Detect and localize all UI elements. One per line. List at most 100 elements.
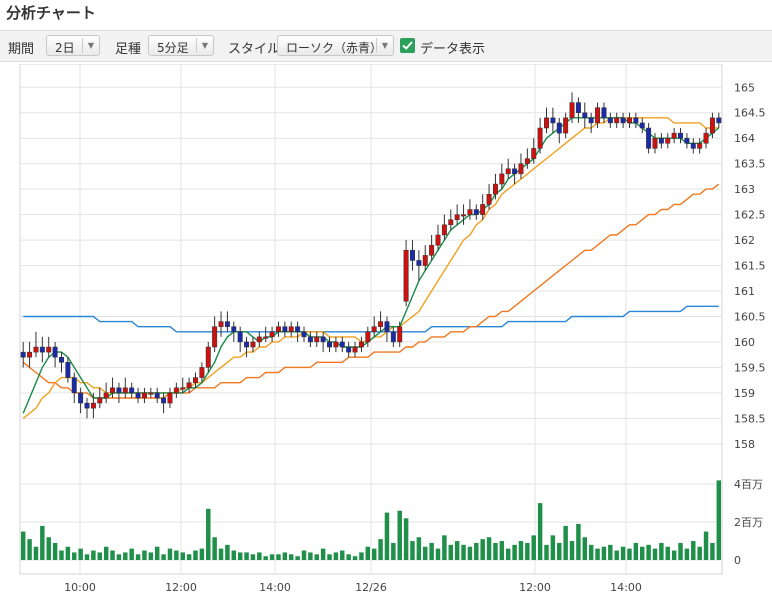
volume-bar <box>142 550 147 560</box>
candle-body <box>307 336 313 343</box>
y-tick-label: 163 <box>734 183 755 196</box>
candle-body <box>346 346 352 353</box>
y-tick-label: 165 <box>734 81 755 94</box>
chevron-down-icon: ▼ <box>376 38 393 53</box>
volume-bar <box>263 556 268 560</box>
volume-bar <box>518 541 524 560</box>
show-data-label[interactable]: データ表示 <box>420 42 486 57</box>
candle-body <box>703 132 709 144</box>
candle-body <box>333 341 339 348</box>
candle-body <box>461 214 467 217</box>
interval-label: 足種 <box>115 42 142 57</box>
period-select[interactable]: 2日 ▼ <box>46 35 100 56</box>
candle-body <box>512 168 518 175</box>
volume-bar <box>250 554 256 560</box>
x-tick-label: 12:00 <box>519 581 551 594</box>
candle-body <box>320 336 326 343</box>
y-tick-label: 164 <box>734 132 755 145</box>
candle-body <box>633 117 639 124</box>
volume-bar <box>269 554 275 560</box>
volume-bar <box>595 548 600 560</box>
y-tick-label: 161 <box>734 285 755 298</box>
volume-bar <box>288 554 294 560</box>
candle-body <box>218 321 224 327</box>
candle-body <box>563 117 569 134</box>
candle-body <box>518 163 524 175</box>
volume-bar <box>639 546 645 560</box>
candle-body <box>27 351 33 358</box>
candle-body <box>441 224 447 236</box>
volume-bar <box>91 550 96 560</box>
candle-body <box>384 321 390 333</box>
candle-body <box>224 321 230 327</box>
volume-bar <box>576 523 581 560</box>
volume-tick-label: 2百万 <box>734 516 763 529</box>
candle-body <box>327 341 333 348</box>
volume-bar <box>244 552 249 560</box>
candle-body <box>684 137 690 144</box>
candle-body <box>314 336 320 343</box>
candle-body <box>129 387 135 394</box>
volume-bar <box>225 544 230 560</box>
candle-body <box>275 326 281 333</box>
volume-bar <box>416 537 422 560</box>
volume-bar <box>308 552 313 560</box>
time-axis: 10:00 12:00 14:00 12/26 12:00 14:00 <box>64 581 642 594</box>
candle-body <box>671 132 677 139</box>
candle-body <box>301 331 307 338</box>
y-tick-label: 160 <box>734 336 755 349</box>
x-tick-label: 14:00 <box>610 581 642 594</box>
candle-body <box>480 204 486 215</box>
candle-body <box>371 326 377 333</box>
candle-body <box>435 234 441 246</box>
volume-bar <box>429 542 434 560</box>
volume-bar <box>563 525 568 560</box>
volume-bar <box>231 550 237 560</box>
volume-bar <box>33 546 39 560</box>
volume-bar <box>116 554 122 560</box>
candle-body <box>378 321 384 327</box>
candle-body <box>39 346 45 353</box>
volume-bar <box>199 548 205 560</box>
interval-select[interactable]: 5分足 ▼ <box>148 35 214 56</box>
price-chart: 158 158.5 159 159.5 160 160.5 161 161.5 162 162.5… <box>19 64 766 594</box>
candle-body <box>78 392 84 404</box>
style-select[interactable]: ローソク（赤青） ▼ <box>277 35 394 56</box>
candle-body <box>646 127 652 149</box>
volume-bar <box>371 548 377 560</box>
chevron-down-icon: ▼ <box>196 38 213 53</box>
candle-body <box>544 117 549 129</box>
candle-body <box>250 341 256 348</box>
chart-grid <box>19 64 723 575</box>
x-tick-label: 14:00 <box>259 581 291 594</box>
volume-bar <box>684 548 690 560</box>
candle-body <box>550 117 556 124</box>
candle-body <box>256 336 262 343</box>
volume-bar <box>499 541 505 560</box>
volume-bar <box>65 546 71 560</box>
candle-body <box>486 193 492 205</box>
candle-body <box>365 331 371 343</box>
candle-body <box>122 387 128 394</box>
candle-body <box>697 143 703 149</box>
volume-bar <box>123 552 128 560</box>
show-data-checkbox[interactable] <box>400 38 415 53</box>
volume-bar <box>512 544 517 560</box>
volume-bar <box>186 554 192 560</box>
candle-body <box>263 336 269 339</box>
volume-bar <box>697 546 702 560</box>
candle-body <box>588 117 594 124</box>
candle-body <box>690 143 696 149</box>
volume-bar <box>20 531 26 560</box>
volume-bar <box>716 480 722 560</box>
volume-bar <box>97 552 103 560</box>
candle-body <box>65 362 71 378</box>
candle-body <box>678 132 684 139</box>
chart-toolbar: 期間 2日 ▼ 足種 5分足 ▼ スタイル ローソク（赤青） ▼ データ表示 <box>0 30 772 62</box>
volume-bar <box>167 548 173 560</box>
y-tick-label: 158 <box>734 438 755 451</box>
volume-bar <box>633 542 639 560</box>
y-tick-label: 160.5 <box>734 310 766 323</box>
volume-bar <box>327 554 332 560</box>
volume-bar <box>52 542 58 560</box>
